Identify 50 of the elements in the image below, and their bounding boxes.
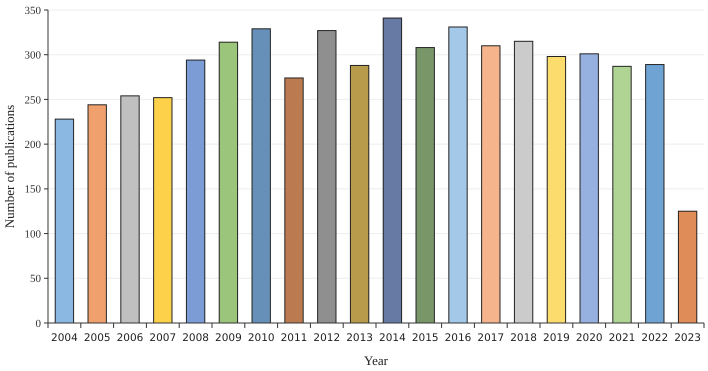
x-tick-label: 2014 (379, 332, 406, 344)
y-tick-label: 0 (36, 318, 42, 330)
bar (514, 40, 534, 324)
x-axis-title: Year (364, 353, 389, 368)
x-tick-label: 2012 (313, 332, 340, 344)
bar (416, 47, 435, 324)
x-tick-label: 2013 (346, 332, 373, 344)
x-tick-label: 2020 (576, 332, 603, 344)
x-tick-label: 2021 (608, 332, 636, 344)
bar (645, 64, 664, 324)
x-tick-label: 2011 (280, 332, 308, 344)
bar (120, 95, 140, 324)
x-tick-label: 2022 (641, 332, 668, 344)
bar (546, 56, 566, 324)
y-tick-label: 100 (24, 228, 42, 240)
x-tick-label: 2005 (84, 332, 111, 344)
bar (88, 104, 107, 324)
y-axis-title: Number of publications (2, 104, 17, 228)
x-tick-label: 2010 (248, 332, 275, 344)
y-tick-label: 150 (24, 184, 42, 196)
bar (580, 53, 599, 324)
x-tick-label: 2023 (674, 332, 701, 344)
x-tick-label: 2016 (444, 332, 472, 344)
x-tick-label: 2004 (51, 332, 78, 344)
y-tick-label: 50 (30, 273, 42, 286)
bar (317, 30, 336, 324)
bar (350, 64, 370, 324)
bar (612, 66, 632, 324)
x-tick-label: 2009 (215, 332, 242, 344)
bar (678, 210, 698, 324)
bar (382, 18, 402, 324)
bar (481, 45, 500, 324)
x-tick-label: 2019 (543, 332, 570, 344)
bar (448, 26, 468, 324)
y-tick-label: 200 (24, 138, 42, 151)
bar (218, 42, 238, 324)
x-tick-label: 2008 (182, 332, 209, 344)
y-tick-label: 300 (24, 50, 42, 62)
bar (252, 28, 271, 324)
bar (186, 60, 206, 324)
x-tick-label: 2006 (116, 332, 144, 344)
x-tick-label: 2015 (412, 332, 439, 344)
y-tick-label: 250 (24, 94, 42, 106)
bar (54, 118, 74, 324)
y-tick-label: 350 (24, 4, 42, 17)
x-tick-label: 2018 (510, 332, 537, 344)
bar (284, 77, 304, 324)
x-tick-label: 2007 (149, 332, 176, 344)
bar (153, 97, 172, 324)
x-tick-label: 2017 (477, 332, 504, 344)
